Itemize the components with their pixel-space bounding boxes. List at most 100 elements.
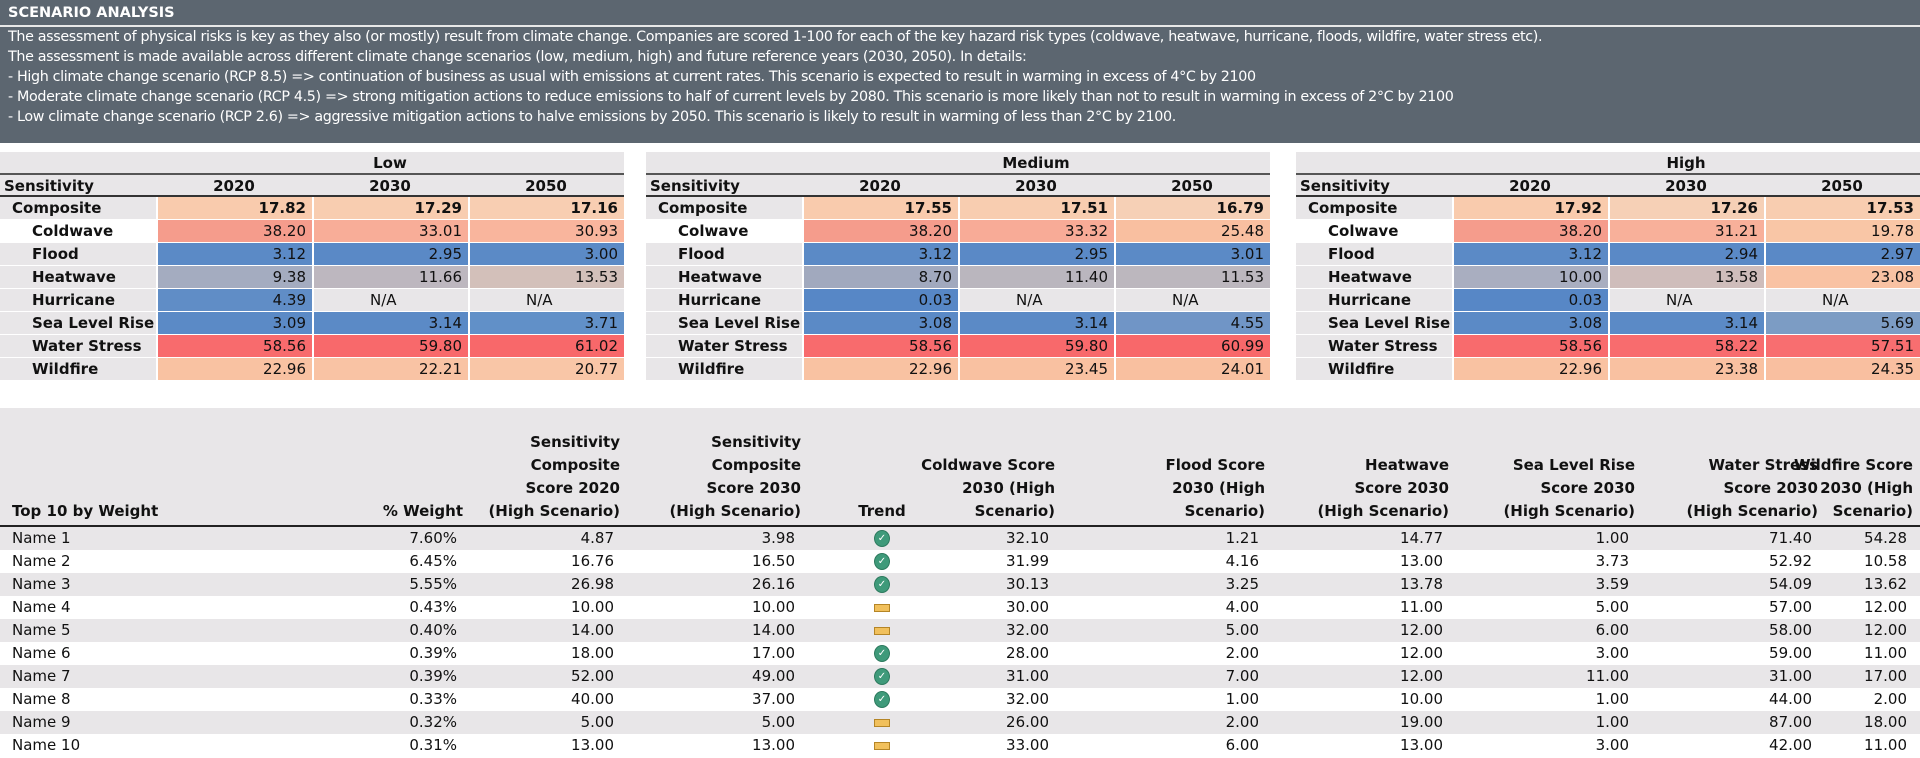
cell-value: 44.00 xyxy=(1769,690,1812,708)
score-cell: 4.55 xyxy=(1114,312,1270,335)
cell-value: 32.10 xyxy=(1006,529,1049,547)
hazard-row: Sea Level Rise 3.08 3.14 5.69 xyxy=(1296,312,1920,335)
cell-value: 1.21 xyxy=(1225,529,1259,547)
score-cell: N/A xyxy=(1764,289,1920,312)
score-cell: 20.77 xyxy=(468,358,624,381)
description-line: - Low climate change scenario (RCP 2.6) … xyxy=(8,109,1176,125)
column-header: 2020 xyxy=(213,177,255,195)
hazard-row: Hurricane 0.03 N/A N/A xyxy=(646,289,1270,312)
company-name: Name 9 xyxy=(12,713,71,731)
hazard-label: Sea Level Rise xyxy=(1296,312,1452,335)
hazard-label: Wildfire xyxy=(0,358,156,381)
scenario-name: Low xyxy=(0,152,624,175)
score-cell: N/A xyxy=(312,289,468,312)
hazard-label: Water Stress xyxy=(646,335,802,358)
hazard-row: Wildfire 22.96 22.21 20.77 xyxy=(0,358,624,381)
company-name: Name 8 xyxy=(12,690,71,708)
cell-value: 3.25 xyxy=(1225,575,1259,593)
score-cell: 38.20 xyxy=(1452,220,1608,243)
cell-value: 14.00 xyxy=(571,621,614,639)
cell-value: 32.00 xyxy=(1006,690,1049,708)
cell-value: 4.00 xyxy=(1225,598,1259,616)
trend-check-icon: ✓ xyxy=(874,553,890,570)
cell-value: 3.73 xyxy=(1595,552,1629,570)
column-header: Water Stress Score 2030 (High Scenario) xyxy=(1686,456,1818,520)
trend-check-icon: ✓ xyxy=(874,645,890,662)
cell-value: 58.00 xyxy=(1769,621,1812,639)
score-cell: 4.39 xyxy=(156,289,312,312)
year-header-row: Sensitivity 2020 2030 2050 xyxy=(1296,175,1920,197)
section-title: SCENARIO ANALYSIS xyxy=(0,0,1920,27)
score-cell: 59.80 xyxy=(312,335,468,358)
column-header: 2050 xyxy=(1821,177,1863,195)
score-cell: 25.48 xyxy=(1114,220,1270,243)
cell-value: 13.00 xyxy=(1400,552,1443,570)
hazard-row: Hurricane 4.39 N/A N/A xyxy=(0,289,624,312)
cell-value: 11.00 xyxy=(1864,644,1907,662)
cell-value: 26.00 xyxy=(1006,713,1049,731)
score-cell: 23.38 xyxy=(1608,358,1764,381)
score-cell: 22.21 xyxy=(312,358,468,381)
description-line: The assessment is made available across … xyxy=(8,49,1027,65)
cell-value: 32.00 xyxy=(1006,621,1049,639)
score-cell: 2.95 xyxy=(958,243,1114,266)
cell-value: 10.00 xyxy=(1400,690,1443,708)
trend-check-icon: ✓ xyxy=(874,668,890,685)
company-name: Name 4 xyxy=(12,598,71,616)
scenario-table-high: High Sensitivity 2020 2030 2050 Composite 17.9… xyxy=(1296,152,1920,388)
cell-value: 0.43% xyxy=(409,598,457,616)
score-cell: 3.00 xyxy=(468,243,624,266)
trend-flat-icon xyxy=(874,627,890,635)
hazard-row: Sea Level Rise 3.09 3.14 3.71 xyxy=(0,312,624,335)
hazard-row: Colwave 38.20 31.21 19.78 xyxy=(1296,220,1920,243)
score-cell: N/A xyxy=(468,289,624,312)
score-cell: 19.78 xyxy=(1764,220,1920,243)
score-cell: 22.96 xyxy=(156,358,312,381)
company-name: Name 1 xyxy=(12,529,71,547)
score-cell: 22.96 xyxy=(802,358,958,381)
hazard-row: Heatwave 10.00 13.58 23.08 xyxy=(1296,266,1920,289)
score-cell: 0.03 xyxy=(1452,289,1608,312)
hazard-label: Sea Level Rise xyxy=(0,312,156,335)
hazard-row: Water Stress 58.56 58.22 57.51 xyxy=(1296,335,1920,358)
hazard-row: Colwave 38.20 33.32 25.48 xyxy=(646,220,1270,243)
hazard-label: Composite xyxy=(0,197,156,220)
scenario-table-medium: Medium Sensitivity 2020 2030 2050 Composite 17… xyxy=(646,152,1270,388)
scenario-analysis-header: SCENARIO ANALYSIS The assessment of phys… xyxy=(0,0,1920,143)
table-row: Name 1 7.60% 4.87 3.98 ✓ 32.10 1.21 14.77 1.00 71… xyxy=(0,527,1920,550)
table-header: Top 10 by Weight % Weight Sensitivity Comp… xyxy=(0,408,1920,527)
column-header: Trend xyxy=(858,502,906,520)
cell-value: 28.00 xyxy=(1006,644,1049,662)
cell-value: 3.00 xyxy=(1595,644,1629,662)
cell-value: 42.00 xyxy=(1769,736,1812,754)
score-cell: 57.51 xyxy=(1764,335,1920,358)
cell-value: 6.45% xyxy=(409,552,457,570)
company-name: Name 5 xyxy=(12,621,71,639)
cell-value: 30.13 xyxy=(1006,575,1049,593)
hazard-row: Sea Level Rise 3.08 3.14 4.55 xyxy=(646,312,1270,335)
column-header: Sensitivity Composite Score 2030 (High S… xyxy=(669,433,801,520)
cell-value: 54.28 xyxy=(1864,529,1907,547)
cell-value: 37.00 xyxy=(752,690,795,708)
cell-value: 17.00 xyxy=(1864,667,1907,685)
column-header: 2050 xyxy=(525,177,567,195)
score-cell: 3.14 xyxy=(958,312,1114,335)
score-cell: 60.99 xyxy=(1114,335,1270,358)
score-cell: 13.58 xyxy=(1608,266,1764,289)
score-cell: 58.56 xyxy=(802,335,958,358)
cell-value: 12.00 xyxy=(1864,621,1907,639)
score-cell: N/A xyxy=(1608,289,1764,312)
cell-value: 5.00 xyxy=(1595,598,1629,616)
table-row: Name 10 0.31% 13.00 13.00 33.00 6.00 13.00 3.00… xyxy=(0,734,1920,757)
cell-value: 18.00 xyxy=(571,644,614,662)
cell-value: 31.00 xyxy=(1006,667,1049,685)
score-cell: N/A xyxy=(958,289,1114,312)
score-cell: 3.09 xyxy=(156,312,312,335)
column-header: Sensitivity xyxy=(650,177,740,195)
hazard-label: Heatwave xyxy=(0,266,156,289)
cell-value: 5.55% xyxy=(409,575,457,593)
cell-value: 3.59 xyxy=(1595,575,1629,593)
score-cell: 3.12 xyxy=(802,243,958,266)
cell-value: 2.00 xyxy=(1873,690,1907,708)
cell-value: 57.00 xyxy=(1769,598,1812,616)
